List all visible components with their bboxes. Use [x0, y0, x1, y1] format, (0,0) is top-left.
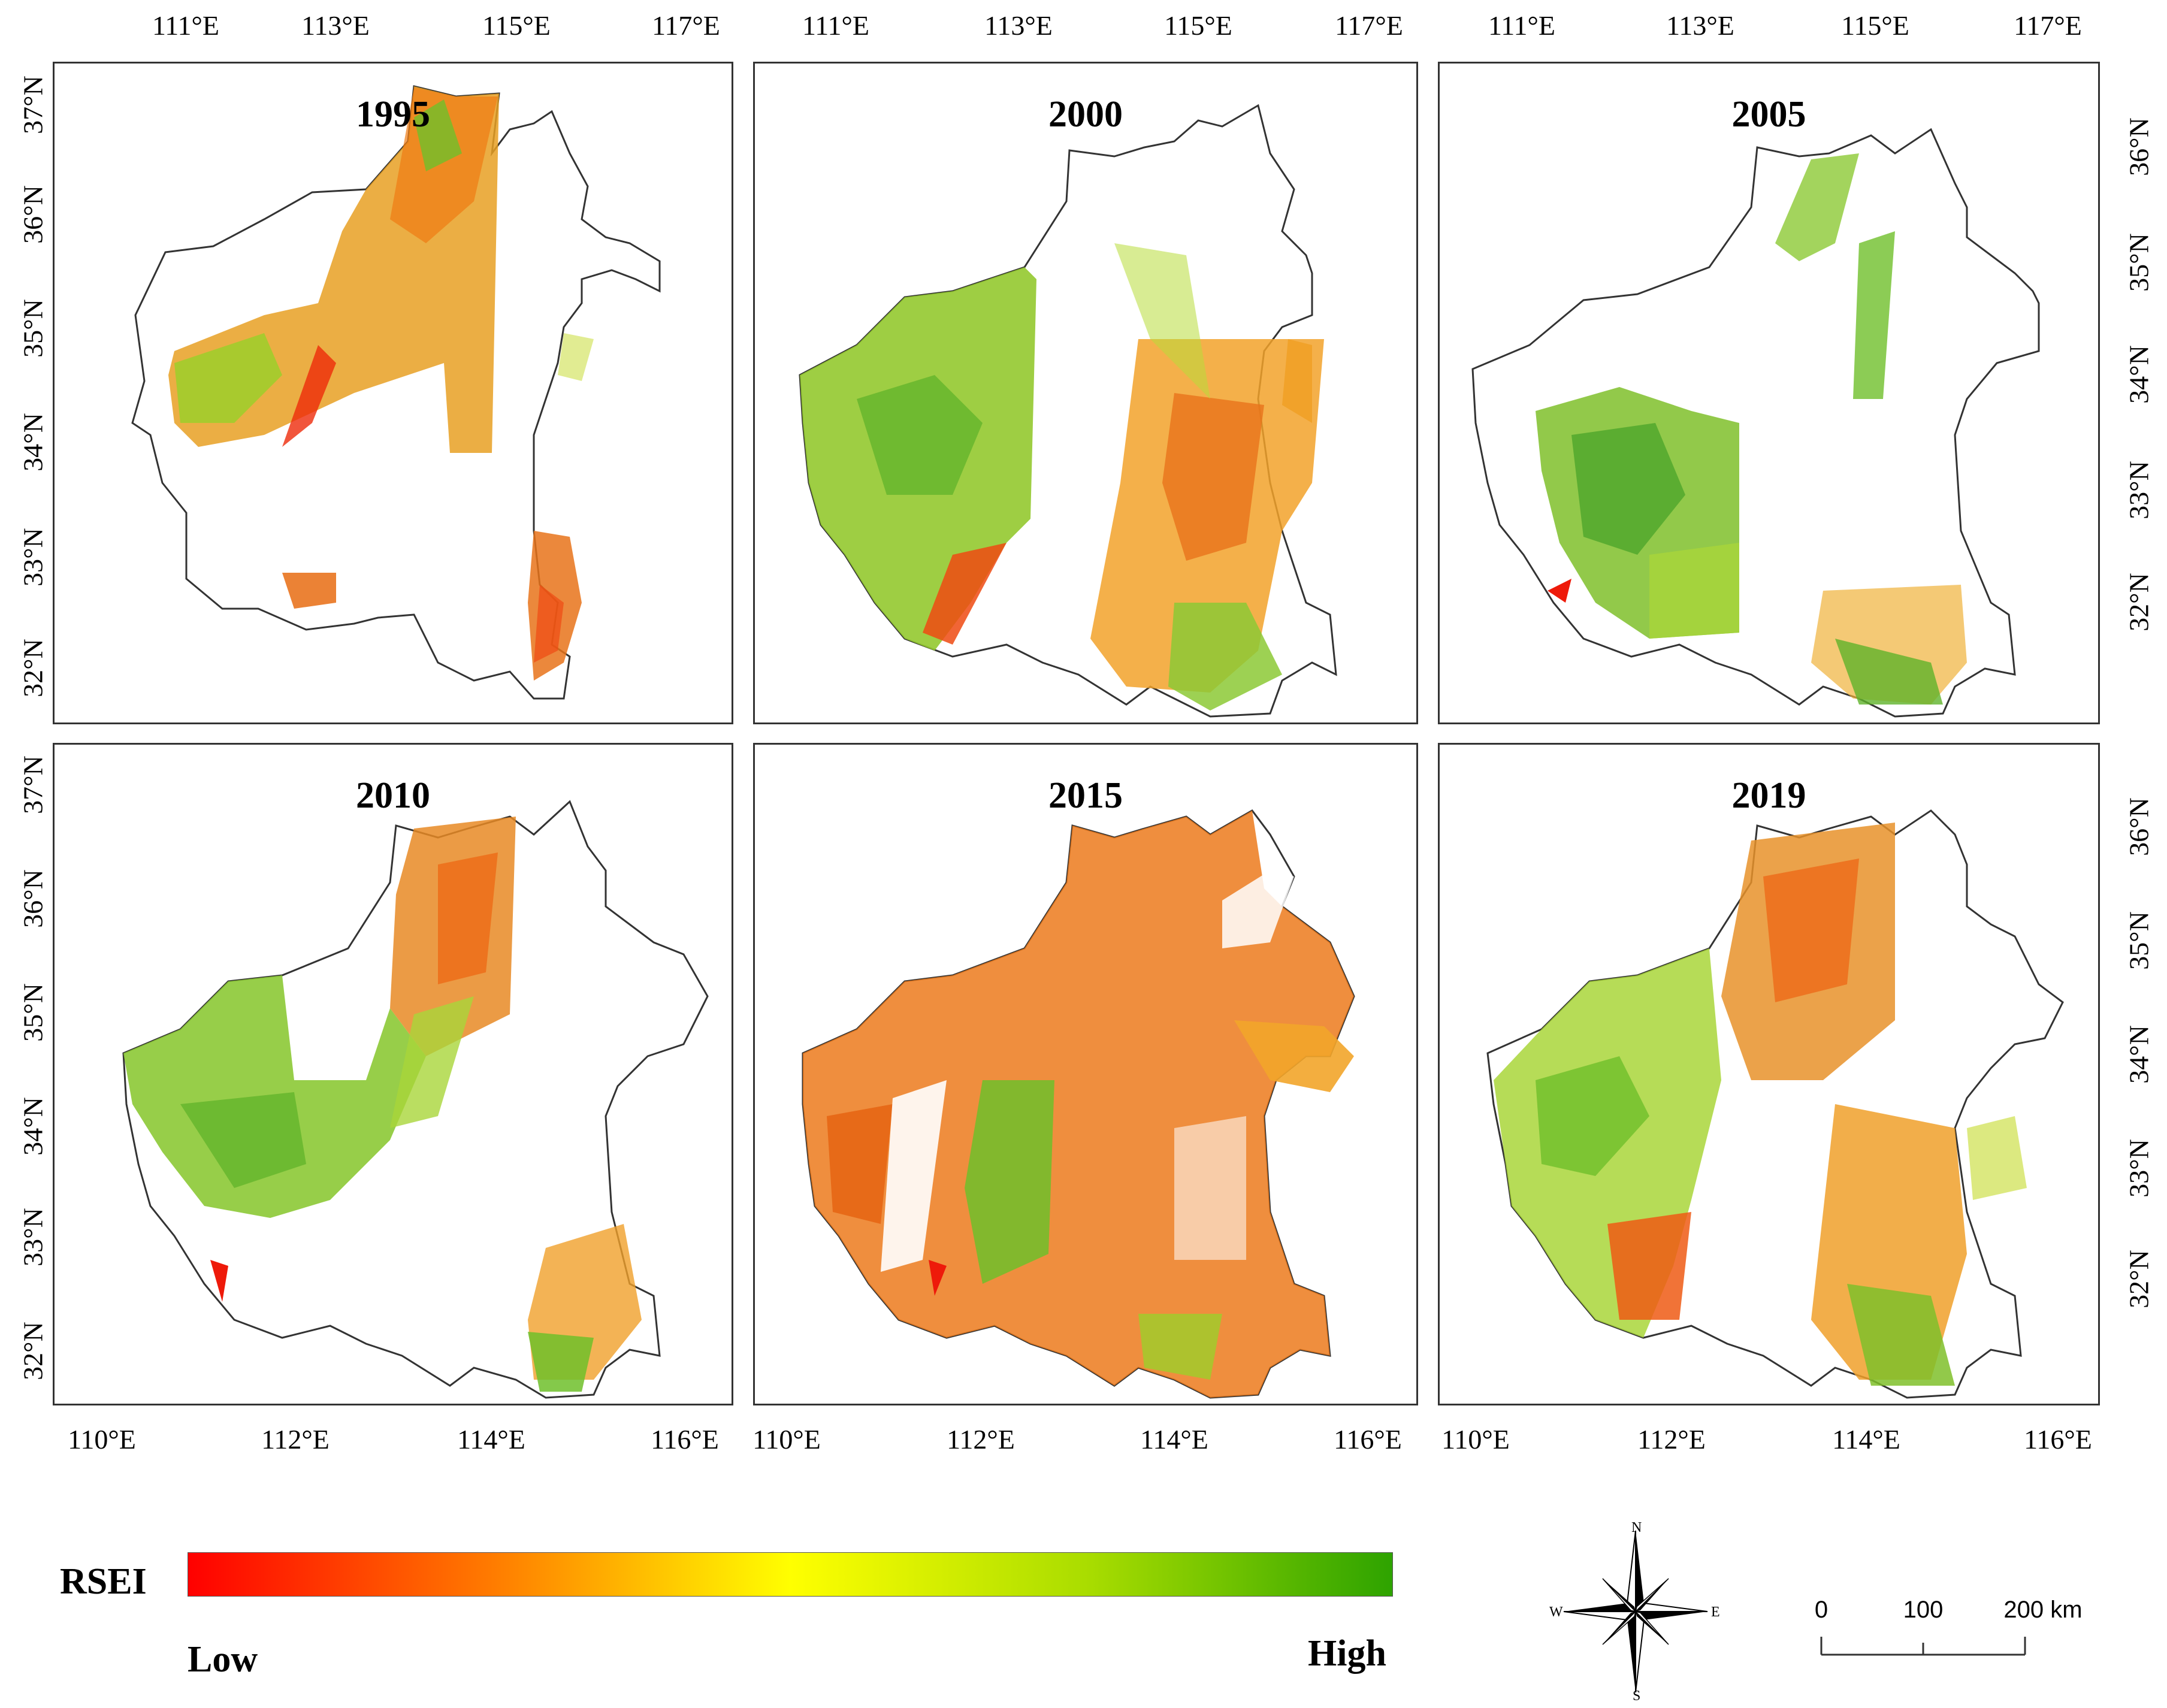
henan-map-2000 [799, 104, 1337, 718]
right-lat-label: 35°N [2123, 911, 2154, 970]
scale-bar-label: 100 [1903, 1597, 1944, 1623]
left-lat-label: 37°N [17, 75, 49, 134]
scale-bar [1820, 1637, 2026, 1656]
right-lat-label: 36°N [2123, 117, 2154, 176]
bottom-lon-label: 114°E [457, 1424, 525, 1455]
top-lon-label: 111°E [802, 10, 870, 41]
map-panel-2015: 2015 [753, 743, 1418, 1405]
henan-map-1995 [131, 85, 661, 700]
top-lon-label: 117°E [652, 10, 720, 41]
henan-map-2010 [122, 800, 709, 1399]
henan-map-2015 [802, 809, 1355, 1399]
left-lat-label: 35°N [17, 299, 49, 358]
rsei-colorbar [188, 1552, 1393, 1597]
right-lat-label: 34°N [2123, 345, 2154, 404]
bottom-lon-label: 114°E [1832, 1424, 1900, 1455]
bottom-lon-label: 110°E [68, 1424, 136, 1455]
map-panel-2019: 2019 [1438, 743, 2100, 1405]
top-lon-label: 111°E [1488, 10, 1556, 41]
henan-map-2019 [1486, 809, 2064, 1399]
compass-west-label: W [1549, 1604, 1563, 1620]
compass-east-label: E [1711, 1604, 1720, 1620]
bottom-lon-label: 114°E [1140, 1424, 1208, 1455]
left-lat-label: 36°N [17, 869, 49, 928]
compass-north-label: N [1631, 1520, 1642, 1535]
compass-south-label: S [1633, 1688, 1641, 1704]
legend-low-label: Low [188, 1639, 258, 1680]
scale-bar-label: 0 [1814, 1597, 1828, 1623]
left-lat-label: 32°N [17, 1322, 49, 1380]
panel-title: 2019 [1731, 775, 1806, 816]
henan-map-2005 [1471, 128, 2040, 718]
left-lat-label: 33°N [17, 528, 49, 587]
left-lat-label: 33°N [17, 1208, 49, 1266]
bottom-lon-label: 110°E [1441, 1424, 1510, 1455]
map-panel-2005: 2005 [1438, 62, 2100, 724]
bottom-lon-label: 110°E [752, 1424, 821, 1455]
bottom-lon-label: 112°E [261, 1424, 330, 1455]
left-lat-label: 37°N [17, 755, 49, 814]
top-lon-label: 117°E [1335, 10, 1403, 41]
bottom-lon-label: 112°E [947, 1424, 1015, 1455]
bottom-lon-label: 116°E [2024, 1424, 2092, 1455]
top-lon-label: 115°E [1841, 10, 1909, 41]
panel-title: 1995 [356, 94, 430, 135]
top-lon-label: 113°E [1666, 10, 1734, 41]
map-panel-1995: 1995 [53, 62, 733, 724]
top-lon-label: 117°E [2014, 10, 2082, 41]
right-lat-label: 33°N [2123, 1139, 2154, 1198]
left-lat-label: 34°N [17, 1097, 49, 1156]
panel-title: 2010 [356, 775, 430, 816]
top-lon-label: 113°E [301, 10, 370, 41]
legend-high-label: High [1308, 1633, 1386, 1674]
panel-title: 2000 [1048, 94, 1123, 135]
panel-title: 2005 [1731, 94, 1806, 135]
right-lat-label: 36°N [2123, 797, 2154, 856]
left-lat-label: 36°N [17, 185, 49, 244]
compass-rose-icon [1563, 1530, 1708, 1693]
top-lon-label: 115°E [482, 10, 551, 41]
top-lon-label: 111°E [152, 10, 220, 41]
map-panel-2000: 2000 [753, 62, 1418, 724]
left-lat-label: 34°N [17, 413, 49, 471]
right-lat-label: 32°N [2123, 1250, 2154, 1308]
top-lon-label: 113°E [984, 10, 1053, 41]
panel-title: 2015 [1048, 775, 1123, 816]
legend-title: RSEI [60, 1561, 147, 1602]
right-lat-label: 35°N [2123, 233, 2154, 292]
top-lon-label: 115°E [1164, 10, 1232, 41]
right-lat-label: 34°N [2123, 1025, 2154, 1084]
right-lat-label: 32°N [2123, 573, 2154, 631]
scale-bar-label: 200 km [2003, 1597, 2083, 1623]
bottom-lon-label: 112°E [1637, 1424, 1706, 1455]
map-panel-2010: 2010 [53, 743, 733, 1405]
bottom-lon-label: 116°E [651, 1424, 719, 1455]
left-lat-label: 32°N [17, 639, 49, 697]
right-lat-label: 33°N [2123, 461, 2154, 519]
left-lat-label: 35°N [17, 983, 49, 1042]
bottom-lon-label: 116°E [1334, 1424, 1402, 1455]
